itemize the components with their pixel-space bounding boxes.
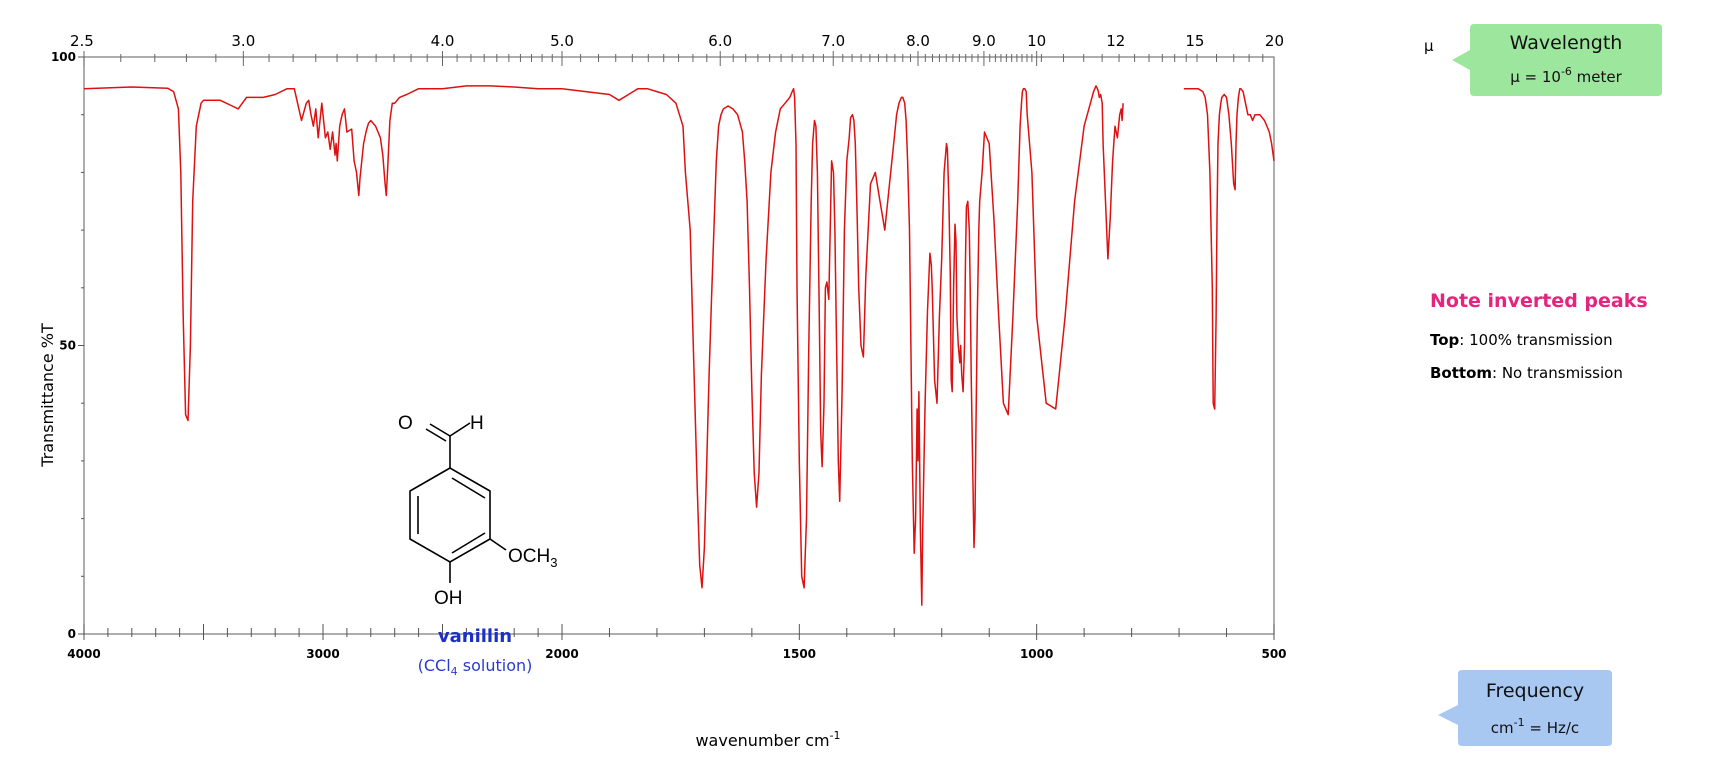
aldehyde-oxygen-label: O xyxy=(398,413,413,434)
y-tick-label: 100 xyxy=(51,50,76,64)
note-bottom-label: Bottom xyxy=(1430,364,1493,382)
x-bottom-tick-label: 1000 xyxy=(1020,647,1053,661)
frequency-callout-unit: cm-1 = Hz/c xyxy=(1491,716,1579,737)
frequency-callout-title: Frequency xyxy=(1486,680,1584,702)
x-top-tick-label: 10 xyxy=(1027,32,1046,50)
wavelength-unit-base: μ = 10 xyxy=(1510,68,1561,86)
x-top-tick-label: 2.5 xyxy=(70,32,94,50)
vanillin-structure xyxy=(409,422,507,583)
methoxy-group-label: OCH3 xyxy=(508,546,557,570)
note-top-text: : 100% transmission xyxy=(1459,331,1613,349)
frequency-callout-bubble xyxy=(1438,670,1612,746)
solvent-subscript: 4 xyxy=(450,665,458,679)
x-top-tick-label: 4.0 xyxy=(431,32,455,50)
plot-border xyxy=(83,56,1275,635)
methoxy-group-text: OCH xyxy=(508,546,550,567)
note-top: Top: 100% transmission xyxy=(1430,331,1613,349)
y-tick-label: 50 xyxy=(59,339,76,353)
solvent-prefix: (CCl xyxy=(417,656,451,675)
plot-frame xyxy=(83,56,1275,635)
wavelength-callout: Wavelength μ = 10-6 meter xyxy=(1452,24,1662,96)
x-top-tick-label: 5.0 xyxy=(550,32,574,50)
x-top-tick-label: 12 xyxy=(1106,32,1125,50)
x-bottom-tick-label: 2000 xyxy=(545,647,578,661)
aldehyde-h-bond xyxy=(449,422,471,437)
ring-inner-bond-3 xyxy=(451,532,486,554)
x-top-tick-label: 8.0 xyxy=(906,32,930,50)
wavelength-callout-bubble xyxy=(1452,24,1662,96)
y-tick-label: 0 xyxy=(68,627,76,641)
ring-inner-bond-2 xyxy=(451,477,486,499)
methoxy-subscript: 3 xyxy=(550,555,557,570)
x-top-tick-label: 3.0 xyxy=(231,32,255,50)
x-axis-title-text: wavenumber cm xyxy=(695,731,829,750)
top-axis-unit: μ xyxy=(1424,37,1434,55)
wavelength-unit-exponent: -6 xyxy=(1561,65,1572,78)
aldehyde-hydrogen-label: H xyxy=(470,413,484,434)
x-top-tick-label: 20 xyxy=(1265,32,1284,50)
x-axis-title-exponent: -1 xyxy=(830,729,841,742)
frequency-unit-base: cm xyxy=(1491,719,1514,737)
carbonyl-double-bond-a xyxy=(429,423,451,437)
compound-solvent: (CCl4 solution) xyxy=(380,656,570,678)
x-top-tick-label: 6.0 xyxy=(708,32,732,50)
wavelength-callout-title: Wavelength xyxy=(1510,32,1623,54)
compound-name: vanillin xyxy=(437,626,513,647)
hydroxyl-group-label: OH xyxy=(434,588,463,609)
spectrum-series xyxy=(83,85,1275,606)
frequency-unit-exponent: -1 xyxy=(1514,716,1525,729)
solvent-suffix: solution) xyxy=(457,656,533,675)
spectrum-line xyxy=(1183,87,1275,410)
x-top-tick-label: 9.0 xyxy=(972,32,996,50)
carbonyl-double-bond-b xyxy=(425,428,447,442)
note-top-label: Top xyxy=(1430,331,1460,349)
x-bottom-tick-label: 1500 xyxy=(783,647,816,661)
frequency-callout: Frequency cm-1 = Hz/c xyxy=(1438,670,1612,746)
x-top-tick-label: 15 xyxy=(1185,32,1204,50)
x-bottom-tick-label: 500 xyxy=(1261,647,1286,661)
x-bottom-tick-label: 4000 xyxy=(67,647,100,661)
wavelength-callout-unit: μ = 10-6 meter xyxy=(1510,65,1622,86)
note-title: Note inverted peaks xyxy=(1430,290,1648,312)
spectrum-line xyxy=(83,85,1124,606)
note-bottom-text: : No transmission xyxy=(1492,364,1623,382)
x-top-tick-label: 7.0 xyxy=(821,32,845,50)
x-axis-title: wavenumber cm-1 xyxy=(695,729,840,750)
methoxy-bond xyxy=(489,538,507,551)
x-bottom-tick-label: 3000 xyxy=(306,647,339,661)
wavelength-unit-suffix: meter xyxy=(1572,68,1623,86)
note-bottom: Bottom: No transmission xyxy=(1430,364,1623,382)
y-axis-title: Transmittance %T xyxy=(38,323,57,468)
frequency-unit-suffix: = Hz/c xyxy=(1525,719,1580,737)
